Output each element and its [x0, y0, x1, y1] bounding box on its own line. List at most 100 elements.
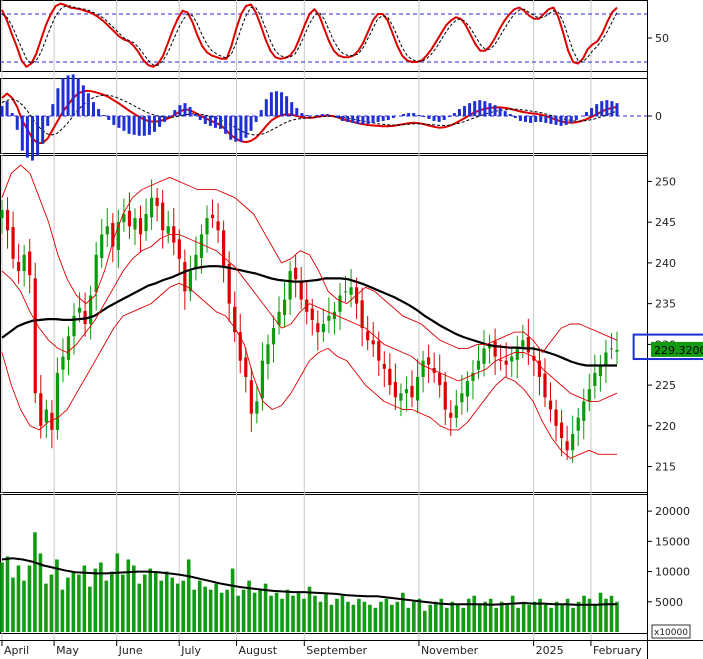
volume-bar: [346, 601, 350, 632]
overlay-layer: [632, 333, 703, 361]
volume-bar: [219, 592, 224, 632]
candle-body: [5, 209, 10, 231]
volume-bar: [99, 562, 103, 632]
candle-body: [249, 380, 253, 414]
volume-bar: [510, 595, 515, 632]
price-axis-tick-label: 225: [655, 379, 676, 392]
volume-bar: [230, 568, 235, 632]
candle-body: [310, 308, 314, 320]
volume-bar: [142, 574, 147, 632]
candle-body: [100, 234, 104, 259]
volume-bar: [285, 589, 290, 632]
candle-body: [149, 197, 154, 218]
candle-body: [233, 306, 237, 333]
volume-bar: [401, 592, 405, 632]
candle-body: [443, 381, 447, 410]
volume-bar: [357, 598, 361, 632]
volume-bar: [274, 592, 279, 632]
candle-body: [33, 278, 37, 394]
volume-bar: [269, 595, 273, 632]
volume-bar: [60, 589, 65, 632]
volume-bar: [494, 607, 498, 632]
candle-body: [194, 254, 198, 268]
volume-bar: [33, 532, 37, 632]
volume-bar: [598, 592, 603, 632]
candle-body: [609, 348, 614, 350]
volume-bar: [148, 568, 153, 632]
price-bb-middle-line: [1, 233, 618, 402]
candle-body: [55, 372, 60, 430]
candle-body: [554, 409, 558, 426]
volume-bar: [126, 559, 131, 632]
volume-bar: [55, 559, 59, 632]
time-tick-label: February: [593, 644, 642, 657]
candle-body: [94, 254, 98, 293]
volume-bar: [296, 592, 301, 632]
volume-bar: [532, 601, 537, 632]
candle-body: [294, 267, 298, 280]
candle-body: [404, 389, 409, 394]
volume-bar: [335, 598, 339, 632]
candle-body: [77, 307, 82, 313]
candle-body: [571, 433, 575, 451]
volume-bar: [615, 601, 619, 632]
volume-unit-label: x10000: [654, 628, 688, 638]
candle-body: [410, 385, 414, 398]
volume-bar: [66, 577, 70, 632]
volume-bar: [307, 586, 312, 632]
candle-body: [122, 214, 126, 223]
volume-bar: [395, 601, 400, 632]
candle-body: [105, 226, 109, 235]
volume-bar: [153, 571, 158, 632]
time-tick-label: July: [180, 644, 201, 657]
volume-bar: [587, 598, 592, 632]
candle-body: [471, 372, 475, 382]
candle-body: [183, 262, 187, 292]
candle-body: [138, 218, 143, 235]
candle-body: [465, 381, 470, 397]
candle-body: [288, 271, 292, 300]
volume-bar: [538, 598, 542, 632]
candle-body: [17, 262, 21, 272]
candle-body: [460, 393, 464, 403]
candle-body: [227, 263, 231, 304]
volume-bar: [192, 589, 196, 632]
candle-body: [72, 315, 76, 337]
volume-bar: [258, 589, 262, 632]
volume-bar: [499, 601, 504, 632]
volume-bar: [412, 601, 416, 632]
volume-bar: [477, 604, 482, 632]
price-axis-tick-label: 250: [655, 175, 676, 188]
volume-bar: [203, 586, 207, 632]
volume-bar: [82, 565, 87, 632]
candle-body: [327, 315, 331, 321]
volume-axis-tick-label: 10000: [655, 566, 690, 579]
candle-body: [116, 222, 120, 250]
volume-bar: [236, 595, 240, 632]
volume-bar: [362, 601, 367, 632]
volume-bar: [423, 610, 427, 632]
volume-bar: [241, 589, 246, 632]
volume-bar: [609, 595, 614, 632]
volume-bar: [549, 607, 553, 632]
volume-bar: [0, 562, 4, 632]
volume-bar: [428, 604, 433, 632]
volume-bar: [582, 595, 586, 632]
volume-bar: [11, 577, 15, 632]
candle-body: [476, 360, 481, 370]
volume-bar: [137, 583, 142, 632]
volume-bar: [521, 601, 526, 632]
macd-histogram-layer: [0, 74, 619, 161]
candle-body: [399, 393, 403, 401]
volume-bar: [175, 583, 180, 632]
candle-body: [44, 409, 48, 423]
candle-body: [316, 323, 320, 333]
line-layer: [1, 2, 618, 606]
volume-bar: [318, 601, 323, 632]
candle-body: [238, 332, 242, 361]
candle-body: [338, 295, 342, 312]
volume-bar: [71, 571, 76, 632]
volume-bar: [164, 571, 169, 632]
candle-body: [188, 271, 192, 292]
candle-body: [216, 221, 220, 231]
